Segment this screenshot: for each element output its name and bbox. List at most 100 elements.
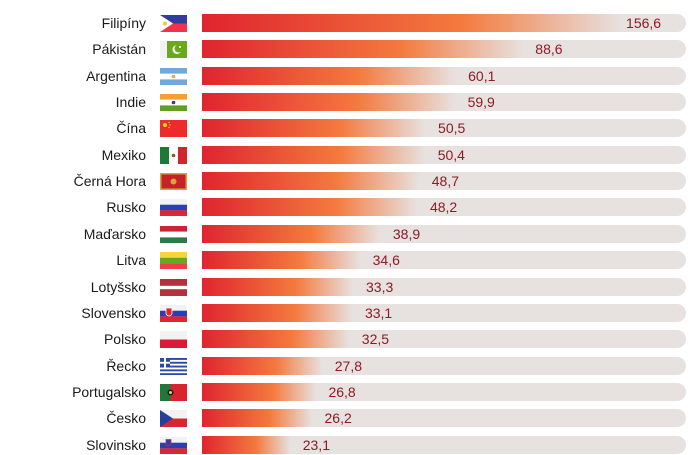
bar-row: Mexiko 50,4 [0, 145, 700, 165]
value-label: 34,6 [372, 252, 400, 269]
latvia-flag-icon [160, 278, 187, 296]
greece-flag-icon [160, 357, 187, 375]
category-label: Pákistán [92, 41, 146, 58]
bar-track [202, 277, 686, 296]
slovakia-flag-icon [160, 304, 187, 322]
bar-track [202, 303, 686, 322]
lithuania-flag-icon [160, 252, 187, 270]
bar [202, 435, 290, 454]
bar-row: Pákistán 88,6 [0, 39, 700, 59]
slovenia-flag-icon [160, 436, 187, 454]
category-label: Slovensko [81, 304, 146, 321]
value-label: 88,6 [535, 41, 563, 58]
bar-track [202, 66, 686, 85]
value-label: 23,1 [302, 436, 330, 453]
india-flag-icon [160, 94, 187, 112]
bar-track [202, 198, 686, 217]
category-label: Portugalsko [72, 383, 146, 400]
bar-track [202, 119, 686, 138]
value-label: 32,5 [361, 331, 390, 348]
bar [202, 330, 350, 349]
bar-row: Čína 50,5 [0, 118, 700, 138]
bar-row: Lotyšsko 33,3 [0, 277, 700, 297]
bar-row: Polsko 32,5 [0, 329, 700, 349]
value-label: 60,1 [468, 67, 496, 84]
bar [202, 409, 312, 428]
bar-row: Filipíny 156,6 [0, 13, 700, 33]
pakistan-flag-icon [160, 41, 187, 59]
bar [202, 40, 523, 59]
bar-track [202, 93, 686, 112]
bar [202, 66, 456, 85]
bar [202, 303, 353, 322]
bar-track [202, 330, 686, 349]
category-label: Černá Hora [73, 173, 146, 190]
bar-row: Argentina 60,1 [0, 66, 700, 86]
bar-row: Portugalsko 26,8 [0, 382, 700, 402]
bar [202, 145, 425, 164]
category-label: Slovinsko [86, 436, 146, 453]
hungary-flag-icon [160, 225, 187, 243]
bar-track [202, 435, 686, 454]
bar-row: Litva 34,6 [0, 250, 700, 270]
category-label: Řecko [106, 357, 146, 374]
category-label: Mexiko [101, 146, 146, 163]
bar-row: Slovinsko 23,1 [0, 435, 700, 455]
category-label: Filipíny [101, 15, 146, 31]
bar [202, 382, 316, 401]
value-label: 50,4 [437, 146, 465, 163]
category-label: Maďarsko [83, 225, 146, 242]
china-flag-icon [160, 120, 187, 138]
bar-row: Rusko 48,2 [0, 197, 700, 217]
bar-row: Řecko 27,8 [0, 356, 700, 376]
value-label: 27,8 [334, 357, 363, 374]
bar [202, 198, 418, 217]
category-label: Rusko [106, 199, 146, 216]
value-label: 26,8 [328, 383, 356, 400]
bar-row: Maďarsko 38,9 [0, 224, 700, 244]
bar [202, 172, 419, 191]
category-label: Polsko [103, 331, 146, 348]
category-label: Čína [116, 120, 146, 137]
portugal-flag-icon [160, 383, 187, 401]
value-label: 59,9 [467, 94, 495, 111]
russia-flag-icon [160, 199, 187, 217]
category-label: Česko [106, 410, 146, 427]
category-label: Lotyšsko [90, 278, 146, 295]
value-label: 38,9 [392, 225, 421, 242]
bar-track [202, 224, 686, 243]
bar [202, 93, 455, 112]
bar-track [202, 145, 686, 164]
bar-row: Česko 26,2 [0, 408, 700, 428]
bar-track [202, 356, 686, 375]
bar [202, 119, 426, 138]
value-label: 33,1 [364, 304, 393, 321]
bar-track [202, 409, 686, 428]
category-label: Argentina [86, 67, 146, 84]
bar-track [202, 382, 686, 401]
bar-row: Indie 59,9 [0, 92, 700, 112]
bar-row: Černá Hora 48,7 [0, 171, 700, 191]
bar-track [202, 172, 686, 191]
bar [202, 277, 354, 296]
category-label: Indie [115, 94, 146, 111]
bar-row: Slovensko 33,1 [0, 303, 700, 323]
mexico-flag-icon [160, 146, 187, 164]
value-label: 50,5 [438, 120, 466, 137]
argentina-flag-icon [160, 67, 187, 85]
bar-track [202, 251, 686, 270]
czechia-flag-icon [160, 410, 187, 428]
value-label: 48,2 [429, 199, 458, 216]
bar-track [202, 14, 686, 32]
bar [202, 14, 622, 32]
category-label: Litva [116, 252, 146, 269]
bar [202, 251, 360, 270]
philippines-flag-icon [160, 15, 187, 32]
value-label: 33,3 [366, 278, 394, 295]
bar [202, 224, 381, 243]
bar [202, 356, 322, 375]
value-label: 26,2 [324, 410, 352, 427]
montenegro-flag-icon [160, 173, 187, 191]
bar-track [202, 40, 686, 59]
